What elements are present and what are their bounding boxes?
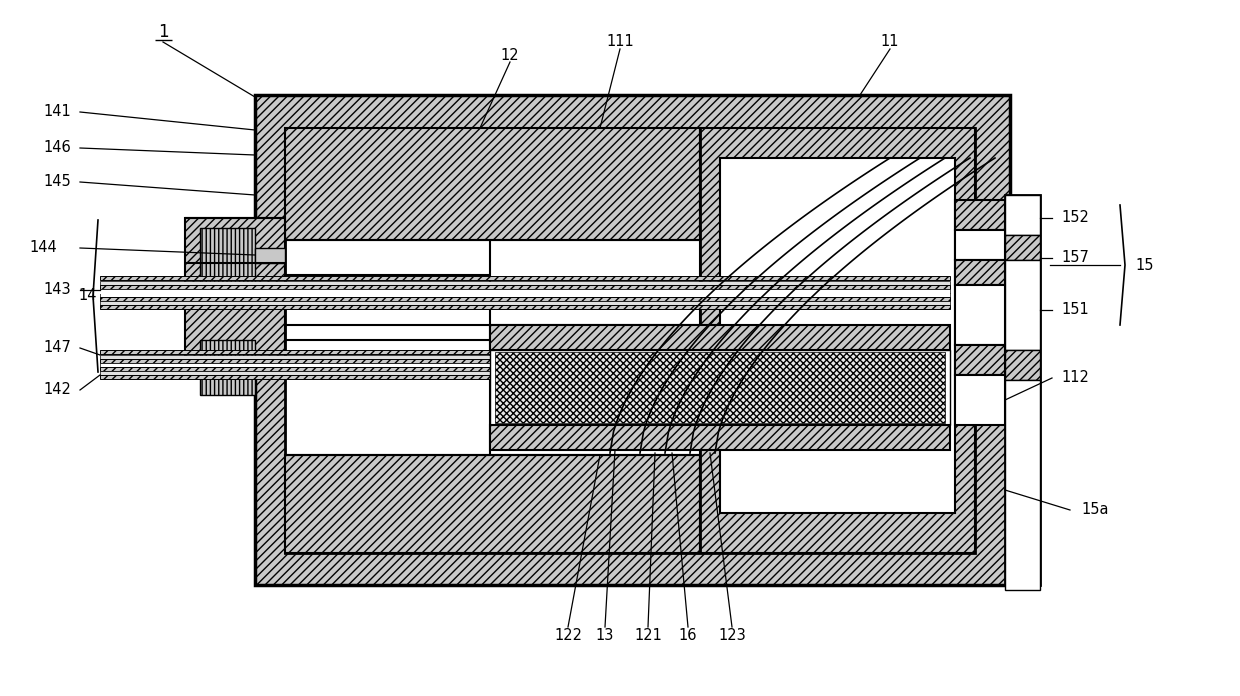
Text: 121: 121 — [634, 628, 662, 642]
Bar — [1004, 350, 1040, 380]
Bar — [100, 363, 950, 367]
Text: 146: 146 — [43, 141, 71, 155]
Text: 11: 11 — [880, 35, 899, 49]
Bar — [255, 95, 1011, 585]
Bar — [285, 128, 975, 553]
Bar — [255, 363, 285, 378]
Text: 1: 1 — [157, 23, 169, 41]
Text: 15a: 15a — [1081, 503, 1109, 518]
Bar — [955, 260, 1004, 285]
Bar — [285, 455, 701, 553]
Bar — [100, 290, 950, 294]
Bar — [701, 128, 975, 553]
Bar — [100, 375, 950, 379]
Text: 157: 157 — [1061, 251, 1089, 265]
Bar — [1004, 195, 1040, 585]
Bar — [285, 128, 701, 240]
Text: 112: 112 — [1061, 370, 1089, 386]
Text: 122: 122 — [554, 628, 582, 642]
Bar — [100, 276, 950, 280]
Text: 16: 16 — [678, 628, 697, 642]
Bar — [955, 200, 1004, 230]
Bar — [200, 228, 255, 283]
Bar — [955, 285, 1004, 345]
Text: 144: 144 — [30, 241, 57, 255]
Bar — [100, 350, 950, 354]
Bar — [1004, 260, 1040, 350]
Text: 142: 142 — [43, 383, 71, 397]
Text: 12: 12 — [501, 47, 520, 63]
Bar — [490, 325, 950, 350]
Bar — [200, 340, 255, 395]
Text: 14: 14 — [79, 289, 97, 303]
Bar — [100, 367, 950, 371]
Bar — [955, 375, 1004, 425]
Bar — [490, 425, 950, 450]
Text: 111: 111 — [606, 35, 634, 49]
Text: 151: 151 — [1061, 303, 1089, 317]
Bar — [100, 297, 950, 301]
Bar — [720, 158, 955, 513]
Text: 152: 152 — [1061, 210, 1089, 226]
Text: 141: 141 — [43, 104, 71, 120]
Bar — [1004, 380, 1040, 590]
Bar — [100, 371, 950, 375]
Text: 123: 123 — [718, 628, 746, 642]
Bar — [100, 355, 950, 359]
Bar — [100, 301, 950, 305]
Bar — [495, 352, 945, 423]
Text: 13: 13 — [595, 628, 614, 642]
Bar — [955, 345, 1004, 375]
Bar — [100, 281, 950, 285]
Bar — [100, 305, 950, 309]
Bar — [1004, 235, 1040, 260]
Bar — [955, 230, 1004, 260]
Bar — [100, 285, 950, 289]
Text: 145: 145 — [43, 175, 71, 189]
Text: 15: 15 — [1136, 258, 1154, 273]
Bar — [100, 359, 950, 363]
Bar — [490, 350, 950, 425]
Text: 143: 143 — [43, 283, 71, 297]
Bar — [255, 248, 285, 263]
Bar — [100, 293, 950, 297]
Bar — [185, 218, 285, 373]
Text: 147: 147 — [43, 340, 71, 356]
Bar — [1004, 195, 1040, 235]
Bar — [100, 289, 950, 293]
